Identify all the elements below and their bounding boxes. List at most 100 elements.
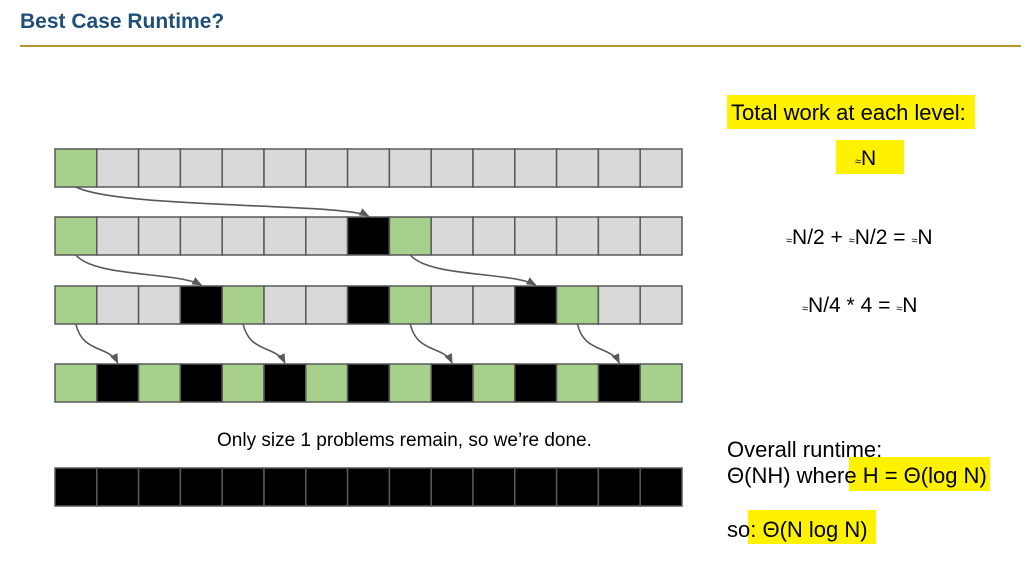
unsorted-cell bbox=[597, 216, 641, 256]
approx-symbol: ≈ bbox=[848, 235, 855, 247]
pivot-arrow bbox=[242, 323, 286, 364]
unsorted-cell bbox=[430, 148, 474, 188]
sorted-cell bbox=[346, 363, 391, 403]
slide-title: Best Case Runtime? bbox=[20, 10, 225, 33]
unsorted-cell bbox=[305, 285, 349, 325]
array-row-3 bbox=[54, 285, 683, 325]
sorted-cell bbox=[597, 467, 641, 507]
array-row-1 bbox=[54, 148, 683, 188]
pivot-cell bbox=[54, 216, 98, 256]
result-line: so: Θ(N log N) bbox=[727, 517, 868, 543]
unsorted-cell bbox=[346, 148, 391, 188]
array-row-2 bbox=[54, 216, 683, 256]
h-highlight bbox=[849, 457, 990, 491]
unsorted-cell bbox=[263, 285, 307, 325]
pivot-cell bbox=[639, 363, 683, 403]
unsorted-cell bbox=[514, 148, 558, 188]
level2-term3: N bbox=[917, 226, 933, 249]
pivot-cell bbox=[54, 363, 98, 403]
level2-term1: N/2 + bbox=[792, 226, 849, 249]
level1-work: ≈N bbox=[855, 147, 876, 171]
unsorted-cell bbox=[305, 216, 349, 256]
unsorted-cell bbox=[639, 285, 683, 325]
unsorted-cell bbox=[305, 148, 349, 188]
level2-work: ≈N/2 + ≈N/2 = ≈N bbox=[786, 226, 933, 250]
pivot-arrow bbox=[409, 323, 453, 364]
pivot-cell bbox=[54, 285, 98, 325]
sorted-cell bbox=[346, 285, 391, 325]
unsorted-cell bbox=[263, 148, 307, 188]
pivot-cell bbox=[555, 363, 600, 403]
sorted-cell bbox=[179, 363, 223, 403]
sorted-cell bbox=[514, 363, 558, 403]
unsorted-cell bbox=[639, 216, 683, 256]
unsorted-cell bbox=[221, 148, 265, 188]
sorted-cell bbox=[96, 363, 140, 403]
sorted-cell bbox=[305, 467, 349, 507]
approx-symbol: ≈ bbox=[855, 156, 862, 168]
sorted-cell bbox=[597, 363, 641, 403]
pivot-arrow bbox=[576, 323, 621, 364]
pivot-cell bbox=[555, 285, 600, 325]
level2-term2: N/2 = bbox=[854, 226, 912, 249]
sorted-cell bbox=[179, 285, 223, 325]
unsorted-cell bbox=[179, 216, 223, 256]
unsorted-cell bbox=[137, 285, 182, 325]
pivot-cell bbox=[388, 363, 432, 403]
sorted-cell bbox=[472, 467, 516, 507]
unsorted-cell bbox=[137, 216, 182, 256]
done-note: Only size 1 problems remain, so we’re do… bbox=[217, 430, 592, 451]
level3-term2: N bbox=[902, 294, 918, 317]
sorted-cell bbox=[388, 467, 432, 507]
array-row-4 bbox=[54, 363, 683, 403]
unsorted-cell bbox=[555, 148, 600, 188]
sorted-cell bbox=[514, 285, 558, 325]
pivot-cell bbox=[388, 216, 432, 256]
unsorted-cell bbox=[221, 216, 265, 256]
unsorted-cell bbox=[597, 148, 641, 188]
sorted-cell bbox=[514, 467, 558, 507]
sorted-cell bbox=[221, 467, 265, 507]
unsorted-cell bbox=[472, 216, 516, 256]
pivot-cell bbox=[137, 363, 182, 403]
sorted-cell bbox=[430, 363, 474, 403]
pivot-cell bbox=[221, 363, 265, 403]
approx-symbol: ≈ bbox=[802, 303, 809, 315]
sorted-cell bbox=[555, 467, 600, 507]
pivot-cell bbox=[221, 285, 265, 325]
pivot-arrow bbox=[75, 323, 119, 364]
unsorted-cell bbox=[639, 148, 683, 188]
sorted-cell bbox=[179, 467, 223, 507]
unsorted-cell bbox=[597, 285, 641, 325]
unsorted-cell bbox=[96, 148, 140, 188]
unsorted-cell bbox=[430, 216, 474, 256]
level1-highlight bbox=[836, 140, 904, 174]
pivot-arrow bbox=[409, 254, 537, 286]
result-prefix: so bbox=[727, 517, 751, 542]
pivot-cell bbox=[305, 363, 349, 403]
approx-symbol: ≈ bbox=[896, 303, 903, 315]
sorted-cell bbox=[346, 467, 391, 507]
approx-symbol: ≈ bbox=[786, 235, 793, 247]
level3-term1: N/4 * 4 = bbox=[808, 294, 897, 317]
unsorted-cell bbox=[179, 148, 223, 188]
result-highlight bbox=[748, 510, 876, 544]
sorted-cell bbox=[96, 467, 140, 507]
overall-line-highlight: H = Θ(log N) bbox=[856, 463, 987, 488]
sorted-cell bbox=[346, 216, 391, 256]
work-heading-highlight bbox=[727, 95, 975, 129]
sorted-cell bbox=[54, 467, 98, 507]
unsorted-cell bbox=[472, 285, 516, 325]
unsorted-cell bbox=[96, 285, 140, 325]
work-heading: Total work at each level: bbox=[731, 100, 966, 125]
unsorted-cell bbox=[137, 148, 182, 188]
overall-line-prefix: Θ(NH) where bbox=[727, 463, 857, 488]
pivot-arrow bbox=[75, 254, 203, 286]
sorted-cell bbox=[639, 467, 683, 507]
sorted-cell bbox=[263, 363, 307, 403]
title-divider bbox=[20, 45, 1021, 47]
level1-value: N bbox=[861, 147, 877, 170]
pivot-cell bbox=[54, 148, 98, 188]
approx-symbol: ≈ bbox=[911, 235, 918, 247]
